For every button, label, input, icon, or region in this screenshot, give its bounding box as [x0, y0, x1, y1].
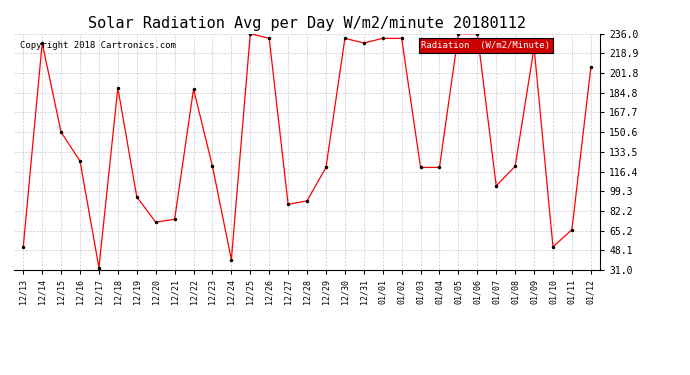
Text: Radiation  (W/m2/Minute): Radiation (W/m2/Minute): [422, 41, 551, 50]
Title: Solar Radiation Avg per Day W/m2/minute 20180112: Solar Radiation Avg per Day W/m2/minute …: [88, 16, 526, 31]
Text: Copyright 2018 Cartronics.com: Copyright 2018 Cartronics.com: [19, 41, 175, 50]
